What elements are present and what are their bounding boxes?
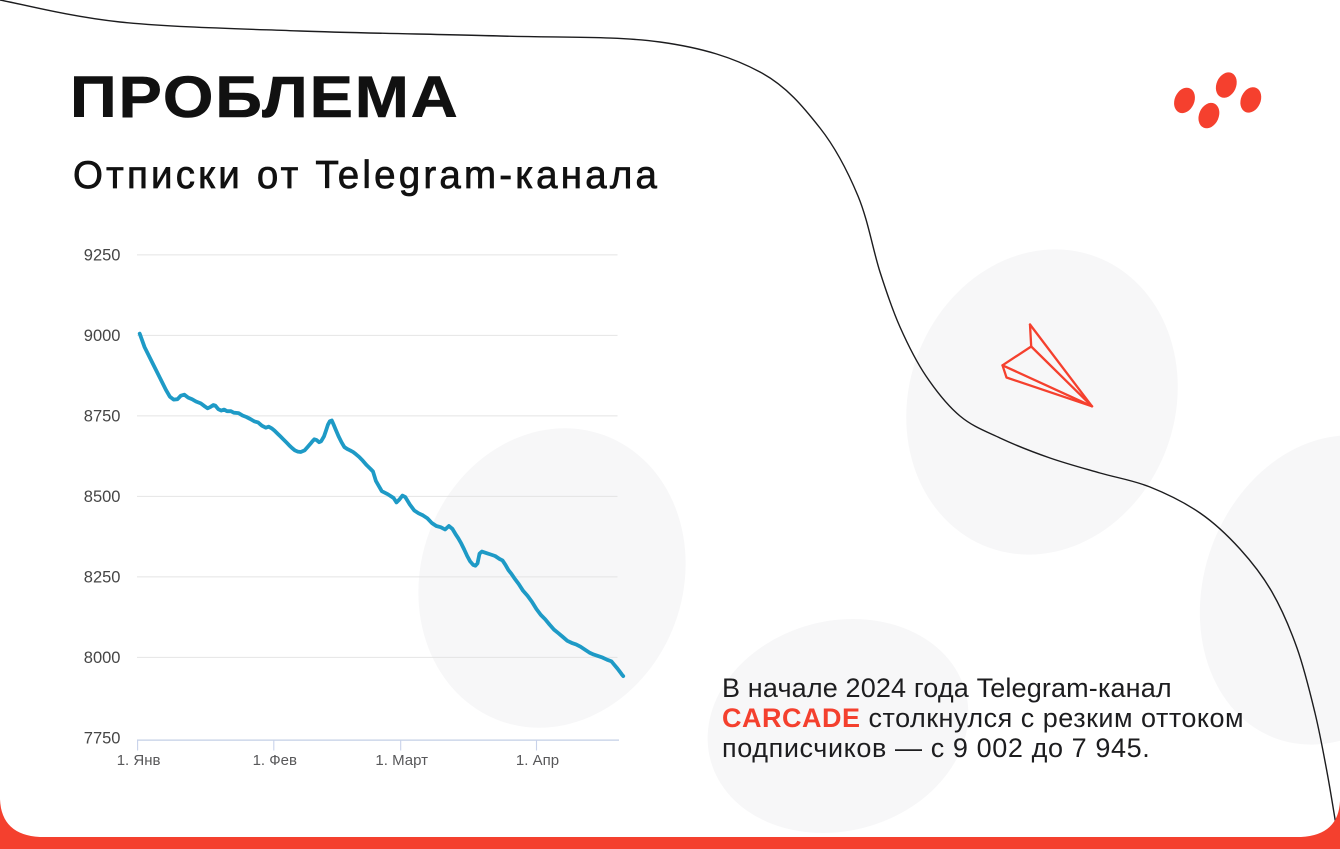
svg-text:1. Апр: 1. Апр: [516, 752, 559, 769]
svg-text:7750: 7750: [84, 730, 121, 748]
svg-text:1. Фев: 1. Фев: [253, 752, 297, 769]
svg-text:9000: 9000: [84, 327, 121, 345]
svg-text:8500: 8500: [84, 488, 121, 506]
svg-text:9250: 9250: [84, 247, 121, 265]
svg-text:8750: 8750: [84, 408, 121, 426]
svg-text:8250: 8250: [84, 569, 121, 587]
svg-text:8000: 8000: [84, 649, 121, 667]
svg-text:1. Март: 1. Март: [375, 752, 428, 769]
svg-text:1. Янв: 1. Янв: [117, 752, 161, 769]
